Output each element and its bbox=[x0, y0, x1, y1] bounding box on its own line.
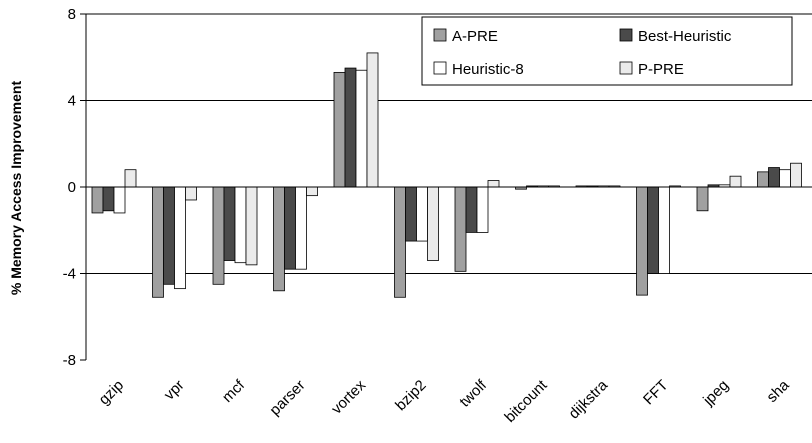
y-tick-label: -4 bbox=[63, 266, 76, 283]
bar-best-heuristic-twolf bbox=[465, 186, 478, 233]
bar-p-pre-mcf bbox=[245, 186, 258, 266]
legend-swatch bbox=[619, 61, 633, 75]
x-axis-labels: gzip vpr mcf parser vortex bzip2 twolf bitcount… bbox=[96, 376, 793, 426]
bar-p-pre-parser bbox=[306, 186, 318, 197]
x-tick-label-dijkstra: dijkstra bbox=[565, 376, 611, 422]
bar-heuristic-8-gzip bbox=[113, 186, 126, 214]
bar-best-heuristic-parser bbox=[284, 186, 296, 270]
bar-a-pre-vortex bbox=[333, 71, 346, 188]
y-tick-label: 4 bbox=[68, 93, 76, 110]
bar-p-pre-gzip bbox=[124, 169, 137, 188]
bar-p-pre-bzip2 bbox=[427, 186, 439, 261]
x-tick-label-vpr: vpr bbox=[161, 377, 188, 404]
bar-p-pre-vortex bbox=[366, 52, 379, 188]
x-tick-label-fft: FFT bbox=[640, 377, 671, 408]
gridlines bbox=[86, 13, 812, 274]
bar-a-pre-sha bbox=[757, 171, 769, 188]
bar-best-heuristic-fft bbox=[647, 186, 659, 274]
bar-heuristic-8-vpr bbox=[174, 186, 186, 290]
bar-a-pre-bzip2 bbox=[394, 186, 406, 298]
legend-swatch bbox=[433, 28, 447, 42]
x-tick-label-jpeg: jpeg bbox=[699, 377, 732, 410]
legend-swatch bbox=[619, 28, 633, 42]
axes bbox=[85, 14, 812, 360]
x-tick-label-parser: parser bbox=[266, 377, 308, 419]
bars bbox=[91, 52, 802, 298]
bar-best-heuristic-vpr bbox=[163, 186, 175, 285]
legend-box bbox=[421, 16, 793, 86]
bar-heuristic-8-fft bbox=[658, 186, 670, 274]
bar-a-pre-jpeg bbox=[696, 186, 709, 212]
bar-a-pre-gzip bbox=[91, 186, 104, 214]
bar-p-pre-jpeg bbox=[729, 175, 742, 188]
legend-label: A-PRE bbox=[452, 28, 498, 45]
y-tick-label: -8 bbox=[63, 352, 76, 369]
bar-p-pre-twolf bbox=[487, 180, 500, 188]
bar-best-heuristic-sha bbox=[768, 167, 780, 188]
bar-a-pre-mcf bbox=[212, 186, 225, 285]
bar-heuristic-8-vortex bbox=[355, 69, 368, 188]
x-tick-label-vortex: vortex bbox=[328, 376, 369, 417]
bar-a-pre-twolf bbox=[454, 186, 467, 272]
y-tick-label: 0 bbox=[68, 179, 76, 196]
bar-best-heuristic-gzip bbox=[102, 186, 115, 212]
x-tick-label-sha: sha bbox=[763, 376, 793, 406]
bar-best-heuristic-vortex bbox=[344, 67, 357, 188]
bar-heuristic-8-bzip2 bbox=[416, 186, 428, 242]
bar-a-pre-fft bbox=[636, 186, 648, 296]
legend-label: Best-Heuristic bbox=[638, 28, 732, 45]
bar-a-pre-vpr bbox=[152, 186, 164, 298]
bar-best-heuristic-bzip2 bbox=[405, 186, 417, 242]
bar-heuristic-8-twolf bbox=[476, 186, 489, 233]
legend-label: P-PRE bbox=[638, 61, 684, 78]
legend-swatch bbox=[433, 61, 447, 75]
bar-heuristic-8-mcf bbox=[234, 186, 247, 264]
bar-heuristic-8-parser bbox=[295, 186, 307, 270]
x-tick-label-bitcount: bitcount bbox=[501, 376, 551, 426]
bar-p-pre-vpr bbox=[185, 186, 197, 201]
x-tick-label-twolf: twolf bbox=[456, 376, 490, 410]
bar-best-heuristic-mcf bbox=[223, 186, 236, 261]
y-axis-ticks: -8 -4 0 4 8 bbox=[63, 6, 86, 369]
bar-p-pre-sha bbox=[790, 162, 802, 188]
y-axis-title: % Memory Access Improvement bbox=[8, 81, 24, 296]
bar-heuristic-8-sha bbox=[779, 169, 791, 188]
legend-label: Heuristic-8 bbox=[452, 61, 524, 78]
x-tick-label-mcf: mcf bbox=[219, 376, 249, 406]
bar-a-pre-parser bbox=[273, 186, 285, 292]
x-tick-label-gzip: gzip bbox=[96, 377, 127, 408]
x-tick-label-bzip2: bzip2 bbox=[392, 377, 429, 414]
y-tick-label: 8 bbox=[68, 6, 76, 23]
legend: A-PRE Best-Heuristic Heuristic-8 P-PRE bbox=[421, 16, 793, 86]
